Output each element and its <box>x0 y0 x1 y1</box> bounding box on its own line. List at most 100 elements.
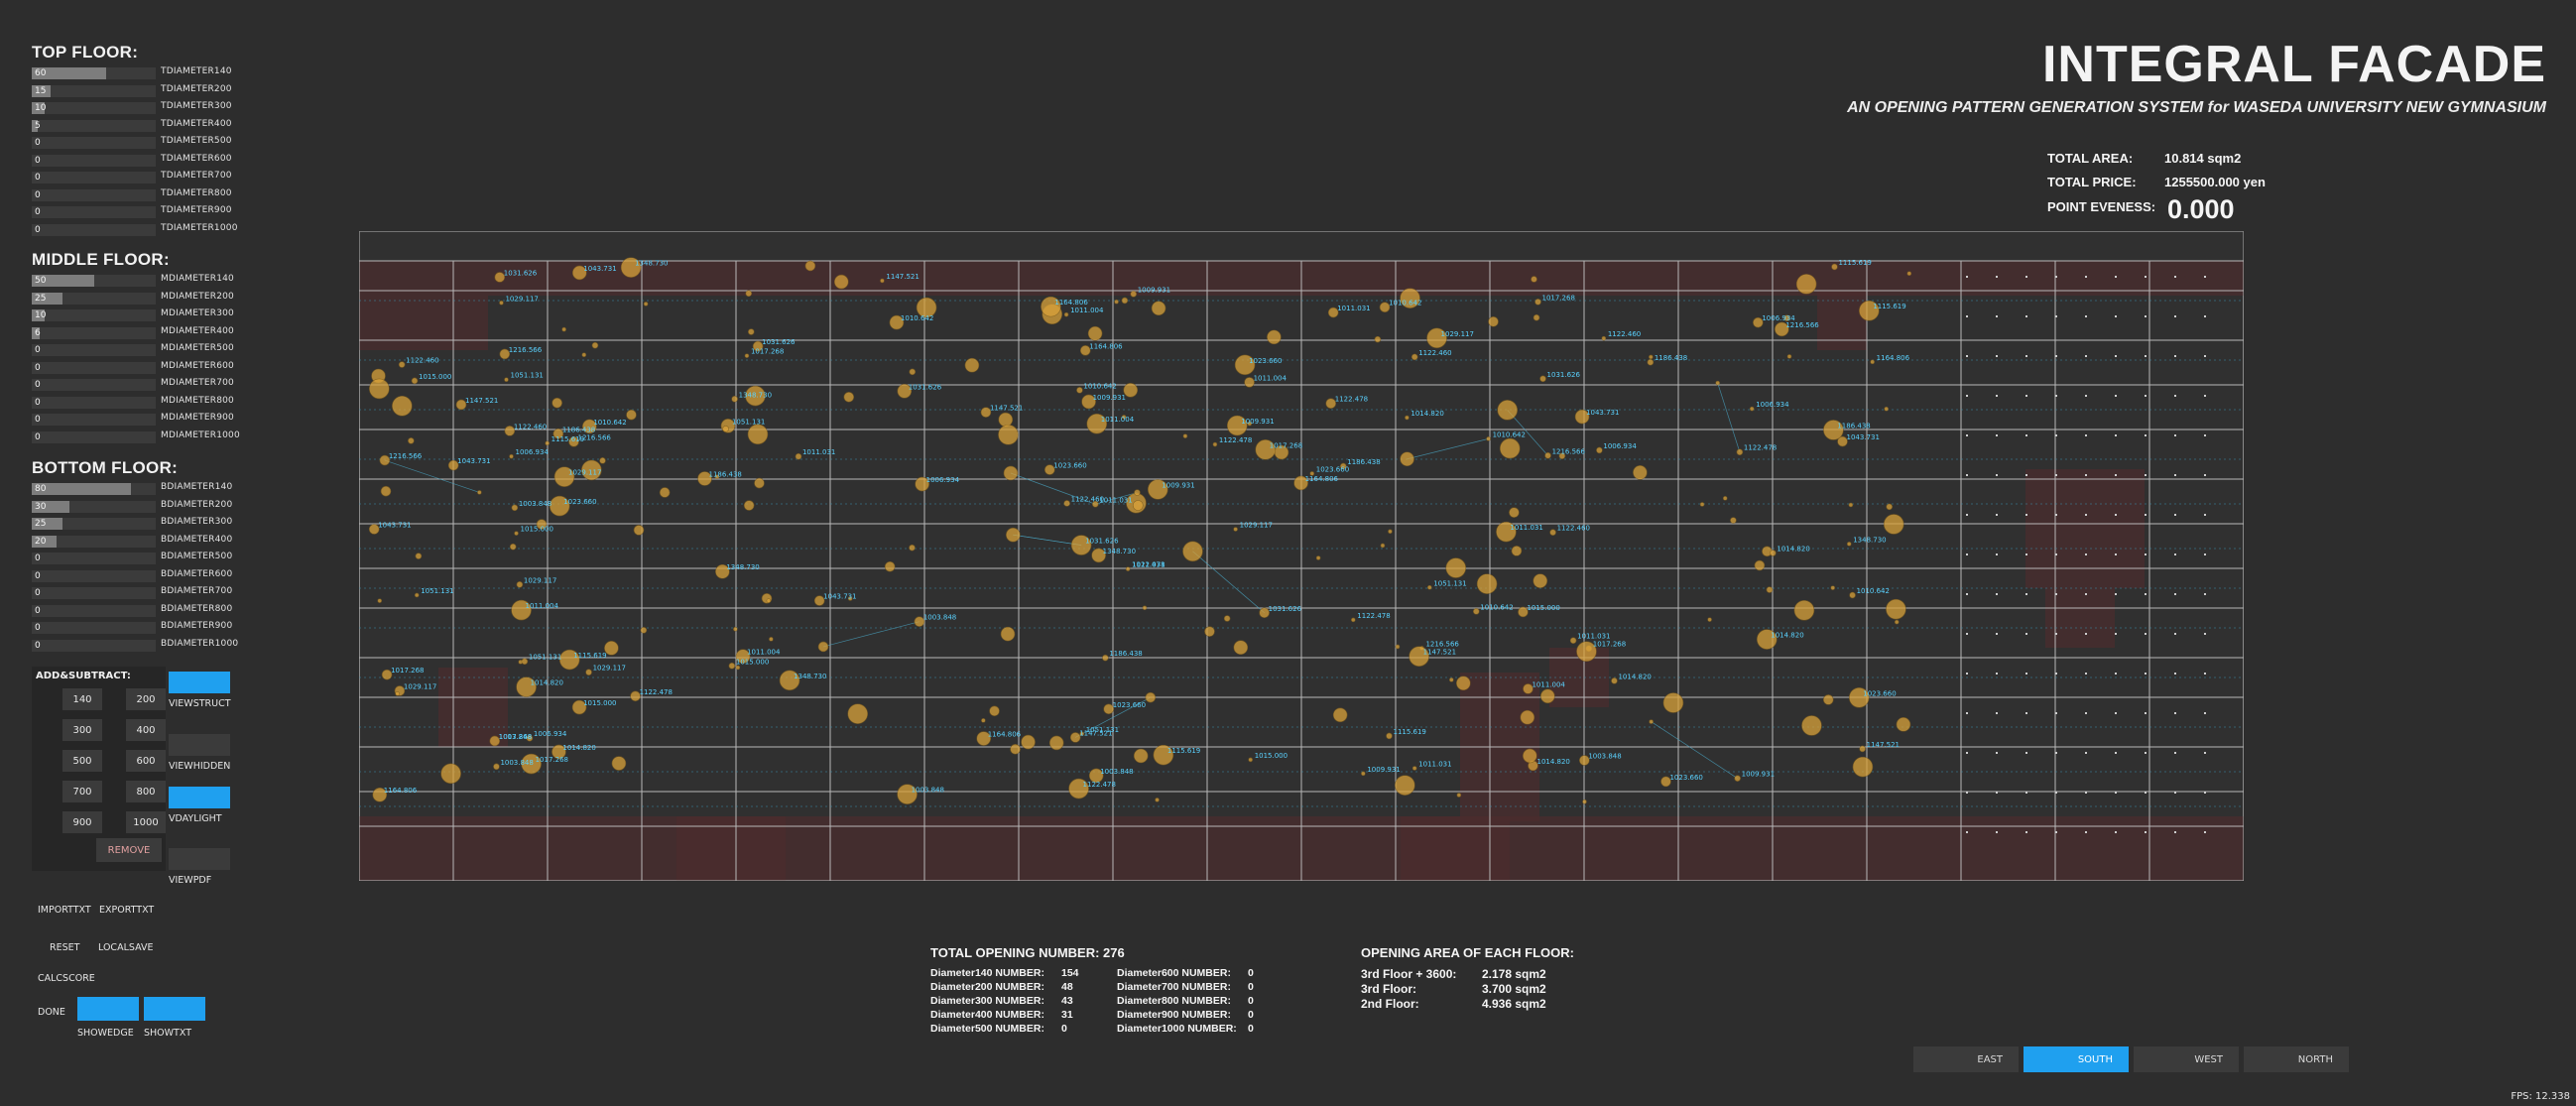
opening-circle <box>545 440 550 446</box>
slider-track[interactable]: 15 <box>32 84 156 97</box>
diameter-slider[interactable]: 0 TDIAMETER1000 <box>32 222 260 237</box>
marker-dot <box>2174 514 2176 516</box>
slider-track[interactable]: 0 <box>32 379 156 391</box>
size-button[interactable]: 140 <box>62 688 102 710</box>
slider-track[interactable]: 10 <box>32 102 156 114</box>
opening-label: 1147.521 <box>465 397 498 405</box>
slider-track[interactable]: 50 <box>32 275 156 287</box>
opening-circle <box>1472 608 1480 615</box>
diameter-slider[interactable]: 50 MDIAMETER140 <box>32 273 260 288</box>
slider-track[interactable]: 5 <box>32 119 156 132</box>
diameter-slider[interactable]: 5 TDIAMETER400 <box>32 118 260 133</box>
opening-label: 1051.131 <box>732 418 765 426</box>
slider-track[interactable]: 0 <box>32 188 156 201</box>
slider-track[interactable]: 10 <box>32 309 156 321</box>
reset-button[interactable]: RESET <box>50 942 80 953</box>
slider-track[interactable]: 0 <box>32 396 156 409</box>
diameter-slider[interactable]: 15 TDIAMETER200 <box>32 83 260 98</box>
diameter-slider[interactable]: 20 BDIAMETER400 <box>32 534 260 549</box>
opening-circle <box>549 495 570 517</box>
slider-track[interactable]: 0 <box>32 223 156 236</box>
size-button[interactable]: 700 <box>62 781 102 802</box>
import-txt-button[interactable]: IMPORTTXT <box>38 905 91 916</box>
diameter-count-value: 0 <box>1248 967 1254 979</box>
slider-track[interactable]: 0 <box>32 137 156 149</box>
opening-circle <box>1041 296 1061 317</box>
slider-track[interactable]: 0 <box>32 172 156 184</box>
slider-track[interactable]: 20 <box>32 535 156 548</box>
diameter-slider[interactable]: 0 MDIAMETER500 <box>32 342 260 357</box>
slider-track[interactable]: 60 <box>32 67 156 79</box>
opening-circle <box>477 490 482 495</box>
diameter-slider[interactable]: 80 BDIAMETER140 <box>32 481 260 496</box>
direction-north-button[interactable]: NORTH <box>2244 1046 2349 1072</box>
slider-track[interactable]: 80 <box>32 483 156 495</box>
showedge-toggle[interactable] <box>77 997 139 1021</box>
opening-circle <box>1647 358 1655 366</box>
size-button[interactable]: 1000 <box>126 811 166 833</box>
marker-dot <box>1996 633 1998 635</box>
diameter-slider[interactable]: 10 MDIAMETER300 <box>32 307 260 322</box>
slider-track[interactable]: 0 <box>32 430 156 443</box>
slider-track[interactable]: 0 <box>32 587 156 599</box>
diameter-slider[interactable]: 0 MDIAMETER600 <box>32 360 260 375</box>
slider-track[interactable]: 0 <box>32 361 156 374</box>
slider-track[interactable]: 0 <box>32 569 156 582</box>
diameter-slider[interactable]: 0 MDIAMETER700 <box>32 377 260 392</box>
opening-circle <box>1849 591 1856 599</box>
diameter-slider[interactable]: 0 BDIAMETER900 <box>32 620 260 635</box>
diameter-slider[interactable]: 0 TDIAMETER900 <box>32 204 260 219</box>
size-button[interactable]: 400 <box>126 719 166 741</box>
size-button[interactable]: 300 <box>62 719 102 741</box>
slider-track[interactable]: 0 <box>32 414 156 426</box>
diameter-slider[interactable]: 25 BDIAMETER300 <box>32 516 260 531</box>
diameter-slider[interactable]: 60 TDIAMETER140 <box>32 65 260 80</box>
size-button[interactable]: 200 <box>126 688 166 710</box>
slider-track[interactable]: 25 <box>32 292 156 305</box>
size-button[interactable]: 600 <box>126 750 166 772</box>
slider-track[interactable]: 0 <box>32 553 156 564</box>
direction-east-button[interactable]: EAST <box>1913 1046 2019 1072</box>
slider-track[interactable]: 0 <box>32 604 156 617</box>
diameter-slider[interactable]: 0 BDIAMETER500 <box>32 551 260 565</box>
diameter-slider[interactable]: 0 TDIAMETER800 <box>32 187 260 202</box>
localsave-button[interactable]: LOCALSAVE <box>98 942 154 953</box>
slider-track[interactable]: 0 <box>32 206 156 218</box>
diameter-slider[interactable]: 6 MDIAMETER400 <box>32 325 260 340</box>
vdaylight-toggle[interactable] <box>169 787 230 808</box>
diameter-slider[interactable]: 10 TDIAMETER300 <box>32 100 260 115</box>
size-button[interactable]: 900 <box>62 811 102 833</box>
showtxt-toggle[interactable] <box>144 997 205 1021</box>
slider-track[interactable]: 0 <box>32 622 156 634</box>
diameter-slider[interactable]: 0 BDIAMETER600 <box>32 568 260 583</box>
viewstruct-toggle[interactable] <box>169 672 230 693</box>
remove-button[interactable]: REMOVE <box>96 838 162 862</box>
viewhidden-toggle[interactable] <box>169 734 230 756</box>
slider-track[interactable]: 0 <box>32 154 156 167</box>
slider-track[interactable]: 0 <box>32 639 156 652</box>
export-txt-button[interactable]: EXPORTTXT <box>99 905 155 916</box>
size-button[interactable]: 800 <box>126 781 166 802</box>
diameter-slider[interactable]: 0 BDIAMETER800 <box>32 603 260 618</box>
diameter-slider[interactable]: 30 BDIAMETER200 <box>32 499 260 514</box>
diameter-slider[interactable]: 0 BDIAMETER1000 <box>32 638 260 653</box>
diameter-slider[interactable]: 0 TDIAMETER700 <box>32 170 260 184</box>
viewpdf-toggle[interactable] <box>169 848 230 870</box>
diameter-slider[interactable]: 25 MDIAMETER200 <box>32 291 260 306</box>
facade-canvas[interactable]: 1011.0311017.2681010.6421029.1171023.660… <box>359 231 2244 881</box>
slider-track[interactable]: 6 <box>32 326 156 339</box>
slider-track[interactable]: 0 <box>32 344 156 356</box>
size-button[interactable]: 500 <box>62 750 102 772</box>
calcscore-button[interactable]: CALCSCORE <box>38 973 95 984</box>
diameter-slider[interactable]: 0 MDIAMETER900 <box>32 412 260 427</box>
diameter-slider[interactable]: 0 MDIAMETER800 <box>32 395 260 410</box>
diameter-slider[interactable]: 0 TDIAMETER600 <box>32 153 260 168</box>
direction-south-button[interactable]: SOUTH <box>2024 1046 2129 1072</box>
diameter-slider[interactable]: 0 MDIAMETER1000 <box>32 430 260 444</box>
diameter-slider[interactable]: 0 TDIAMETER500 <box>32 135 260 150</box>
opening-circle <box>1400 451 1414 467</box>
diameter-slider[interactable]: 0 BDIAMETER700 <box>32 585 260 600</box>
direction-west-button[interactable]: WEST <box>2134 1046 2239 1072</box>
slider-track[interactable]: 25 <box>32 518 156 530</box>
slider-track[interactable]: 30 <box>32 500 156 513</box>
